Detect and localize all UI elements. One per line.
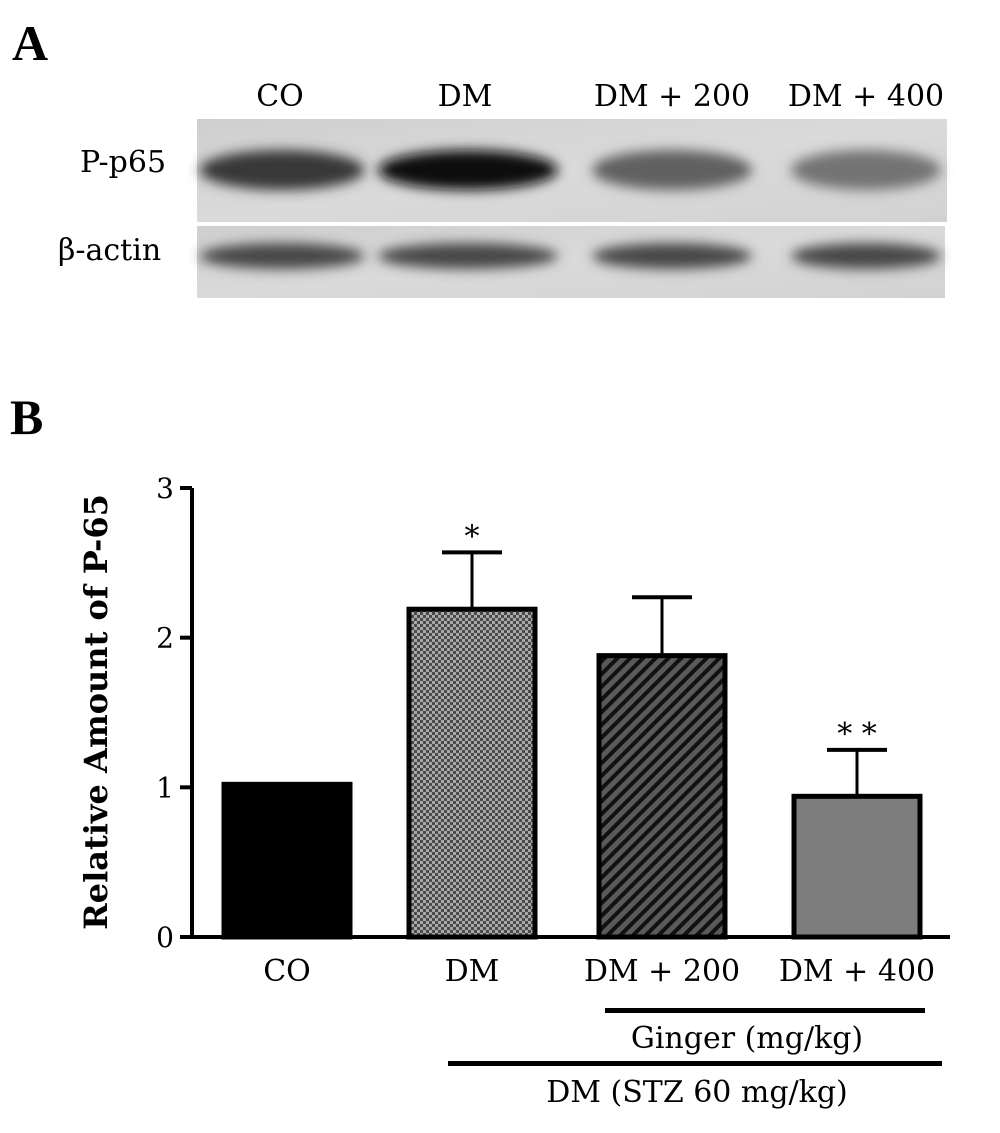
bar-chart: * * * CO DM DM + 200 DM + 400 0 1 2 3 xyxy=(156,472,950,989)
y-tick-label-1: 1 xyxy=(156,771,174,804)
bar-3 xyxy=(791,793,923,940)
x-tick-label-3: DM + 400 xyxy=(779,954,935,989)
blot-row-label-p-p65: P-p65 xyxy=(80,145,167,180)
y-tick-label-3: 3 xyxy=(156,472,174,505)
x-tick-label-1: DM xyxy=(445,954,500,989)
significance-mark-1: * xyxy=(465,519,480,554)
y-tick-label-2: 2 xyxy=(156,622,174,655)
western-blot xyxy=(197,119,947,298)
beta-actin-band-0 xyxy=(199,243,365,269)
significance-mark-3: * * xyxy=(837,717,877,752)
ginger-bracket-label: Ginger (mg/kg) xyxy=(630,1021,864,1056)
blot-lane-label-co: CO xyxy=(256,79,304,114)
dm-bracket-line xyxy=(448,1061,942,1066)
y-axis-label: Relative Amount of P-65 xyxy=(77,494,115,930)
bar-2 xyxy=(596,653,728,940)
ginger-bracket-line xyxy=(605,1008,925,1013)
blot-lane-label-dm400: DM + 400 xyxy=(787,79,945,114)
beta-actin-band-3 xyxy=(791,243,941,269)
blot-row-label-beta-actin: β-actin xyxy=(58,233,162,268)
x-tick-label-0: CO xyxy=(263,954,311,989)
x-tick-label-2: DM + 200 xyxy=(584,954,740,989)
y-tick-label-0: 0 xyxy=(156,921,174,954)
blot-lane-label-dm: DM xyxy=(437,79,493,114)
beta-actin-band-1 xyxy=(378,243,558,269)
beta-actin-band-2 xyxy=(592,243,752,269)
p-p65-band-1 xyxy=(378,150,558,190)
p-p65-band-2 xyxy=(592,150,752,190)
p-p65-band-0 xyxy=(199,150,365,190)
dm-bracket-label: DM (STZ 60 mg/kg) xyxy=(546,1075,848,1110)
bar-1 xyxy=(406,606,538,940)
bar-0 xyxy=(221,781,353,940)
panel-b-letter: B xyxy=(10,389,44,445)
panel-a-letter: A xyxy=(12,15,49,71)
p-p65-band-3 xyxy=(791,150,941,190)
blot-bands-beta-actin xyxy=(199,243,941,269)
blot-lane-label-dm200: DM + 200 xyxy=(593,79,751,114)
blot-bands-p-p65 xyxy=(199,150,941,190)
